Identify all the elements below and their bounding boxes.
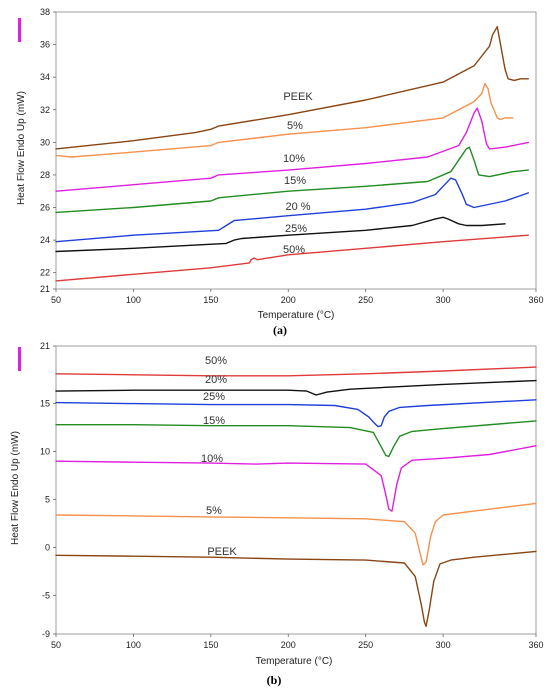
panel-a-x-tick-label: 360: [528, 295, 543, 305]
panel-a-x-axis-title: Temperature (°C): [258, 310, 335, 321]
panel-a-label-15: 15%: [284, 175, 306, 187]
panel-b-y-tick-label: -5: [42, 591, 50, 601]
panel-b-y-tick-label: 0: [45, 543, 50, 553]
panel-b-label-10: 10%: [201, 453, 223, 465]
panel-a-series-5: [55, 82, 514, 158]
panel-a-y-tick-label: 38: [40, 7, 50, 17]
panel-b-series-15: [55, 420, 537, 458]
panel-b-series-10: [55, 445, 537, 512]
panel-b-x-tick-label: 300: [436, 640, 451, 650]
panel-b-y-tick-label: -9: [42, 629, 50, 639]
panel-b-label-50: 50%: [205, 355, 227, 367]
panel-a-series-peek: [55, 26, 529, 150]
panel-b-x-tick-label: 200: [281, 640, 296, 650]
panel-b-plot-frame: [55, 345, 537, 635]
panel-a-y-axis-title: Heat Flow Endo Up (mW): [16, 91, 27, 205]
panel-a-x-tick-label: 50: [51, 295, 61, 305]
panel-a-chart: 21 22 24 26 28 30 32 34 36 38 50 100 150 200 250 300 36…: [16, 7, 544, 337]
panel-a-legend-marker: [18, 18, 21, 42]
panel-b-x-tick-label: 50: [51, 640, 61, 650]
panel-a-y-tick-label: 21: [40, 284, 50, 294]
panel-a-series-50: [55, 234, 529, 282]
panel-b-label: (b): [267, 673, 282, 687]
panel-a-series-25: [55, 216, 506, 253]
panel-b-x-tick-label: 100: [126, 640, 141, 650]
panel-a-label-20: 20 %: [285, 201, 310, 213]
panel-a-series-labels: PEEK 5% 10% 15% 20 % 25% 50%: [283, 91, 313, 256]
panel-a-label: (a): [273, 323, 287, 337]
panel-b-x-tick-label: 250: [358, 640, 373, 650]
panel-a-x-ticks: 50 100 150 200 250 300 360: [51, 289, 544, 305]
panel-b-legend-marker: [18, 347, 21, 371]
panel-b-series-25: [55, 399, 537, 428]
panel-a-label-25: 25%: [285, 223, 307, 235]
panel-a-label-10: 10%: [283, 153, 305, 165]
panel-a-label-peek: PEEK: [283, 91, 313, 103]
panel-a-y-tick-label: 26: [40, 203, 50, 213]
panel-a-y-tick-label: 22: [40, 268, 50, 278]
panel-b-x-tick-label: 360: [528, 640, 543, 650]
panel-b-series-peek: [55, 550, 537, 627]
panel-a-x-tick-label: 100: [126, 295, 141, 305]
panel-b-y-ticks: -9 -5 0 5 10 15 21: [40, 341, 56, 639]
panel-a-series-20: [55, 177, 529, 243]
panel-a-y-tick-label: 28: [40, 170, 50, 180]
panel-a-x-tick-label: 150: [203, 295, 218, 305]
panel-a-y-tick-label: 32: [40, 105, 50, 115]
panel-b-curves: [55, 366, 537, 627]
panel-a-y-tick-label: 36: [40, 40, 50, 50]
panel-b-series-50: [55, 366, 537, 377]
panel-b-label-25: 25%: [203, 391, 225, 403]
panel-b-label-15: 15%: [203, 415, 225, 427]
panel-b-y-tick-label: 10: [40, 447, 50, 457]
panel-b-x-ticks: 50 100 150 200 250 300 360: [51, 634, 544, 650]
panel-a-y-ticks: 21 22 24 26 28 30 32 34 36 38: [40, 7, 56, 294]
panel-b-label-5: 5%: [206, 505, 222, 517]
panel-a-label-50: 50%: [283, 244, 305, 256]
panel-b-y-axis-title: Heat Flow Endo Up (mW): [10, 431, 21, 545]
panel-a-y-tick-label: 34: [40, 72, 50, 82]
panel-b-x-tick-label: 150: [203, 640, 218, 650]
panel-b-y-tick-label: 5: [45, 495, 50, 505]
panel-a-x-tick-label: 200: [281, 295, 296, 305]
panel-a-plot-frame: [55, 11, 537, 290]
panel-a-x-tick-label: 250: [358, 295, 373, 305]
panel-b-y-tick-label: 21: [40, 341, 50, 351]
panel-a-label-5: 5%: [287, 120, 303, 132]
panel-b-x-axis-title: Temperature (°C): [256, 656, 333, 667]
panel-b-series-5: [55, 502, 537, 566]
panel-b-series-labels: 50% 20% 25% 15% 10% 5% PEEK: [201, 355, 237, 558]
panel-b-label-peek: PEEK: [207, 546, 237, 558]
panel-a-x-tick-label: 300: [436, 295, 451, 305]
panel-a-series-10: [55, 107, 529, 192]
panel-a-y-tick-label: 24: [40, 235, 50, 245]
panel-a-curves: [55, 26, 529, 282]
panel-b-label-20: 20%: [205, 374, 227, 386]
panel-b-y-tick-label: 15: [40, 399, 50, 409]
panel-b-series-20: [55, 379, 537, 396]
panel-b-chart: -9 -5 0 5 10 15 21 50 100 150 200 250 300 360 50% 20%…: [10, 341, 544, 687]
panel-a-y-tick-label: 30: [40, 137, 50, 147]
panel-a-series-15: [55, 146, 529, 214]
